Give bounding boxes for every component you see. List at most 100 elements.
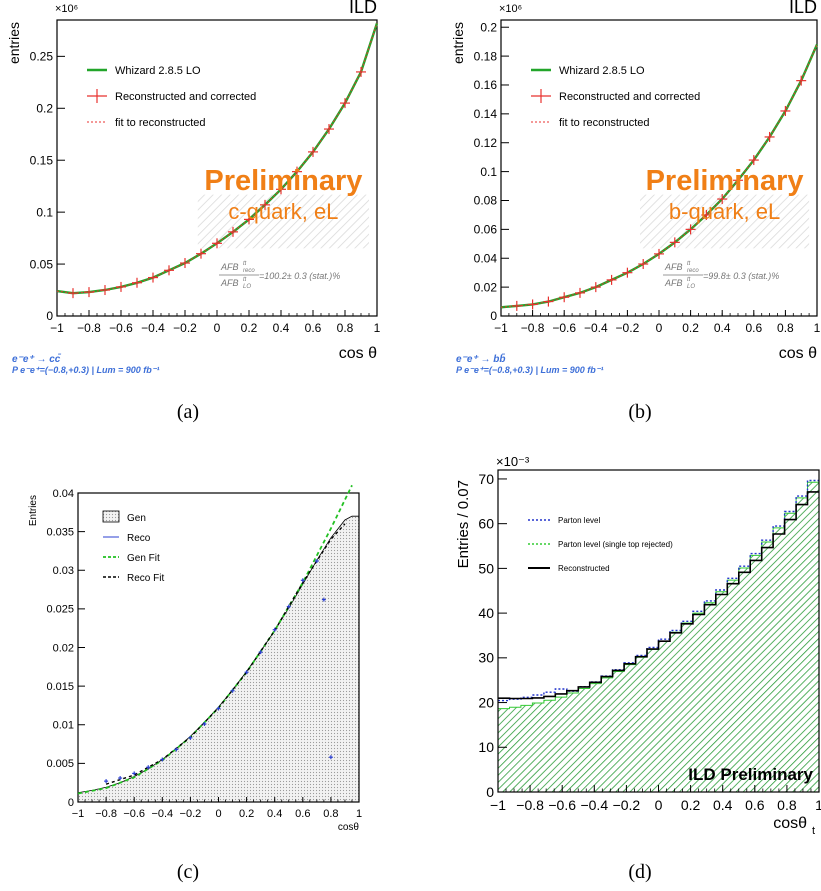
x-tick-label: −0.4 bbox=[141, 321, 165, 335]
afb-denominator: AFB bbox=[220, 278, 239, 288]
parton-level-histogram bbox=[498, 479, 819, 702]
y-tick-label: 0.04 bbox=[53, 488, 74, 500]
x-tick-label: 0.6 bbox=[745, 321, 762, 335]
x-axis-label: cos θ bbox=[339, 345, 377, 362]
corner-label: ILD bbox=[789, 0, 817, 17]
x-tick-label: −0.8 bbox=[516, 797, 544, 813]
afb-denominator-sub: LO bbox=[687, 284, 695, 290]
x-tick-label: 0.4 bbox=[273, 321, 290, 335]
y-axis-label: Entries / 0.07 bbox=[455, 480, 472, 568]
legend-label-parton: Parton level bbox=[558, 516, 600, 525]
x-tick-label: −0.8 bbox=[95, 808, 117, 820]
single-top-rejected-histogram bbox=[497, 481, 820, 793]
x-axis-label: cosθ bbox=[773, 815, 807, 832]
sample-label: c-quark, eL bbox=[228, 199, 338, 224]
y-tick-label: 50 bbox=[478, 560, 494, 576]
afb-value: =100.2± 0.3 (stat.)% bbox=[259, 271, 340, 281]
afb-numerator: AFB bbox=[220, 262, 239, 272]
x-tick-label: 0.6 bbox=[745, 797, 765, 813]
legend-label-reco: Reconstructed and corrected bbox=[115, 91, 256, 103]
afb-numerator-sub: reco bbox=[687, 268, 699, 274]
y-tick-label: 0.2 bbox=[36, 101, 53, 115]
x-tick-label: −0.6 bbox=[548, 797, 576, 813]
y-tick-label: 0.18 bbox=[474, 49, 498, 63]
legend-label-whizard: Whizard 2.8.5 LO bbox=[559, 65, 645, 77]
y-tick-label: 40 bbox=[478, 605, 494, 621]
caption-c: (c) bbox=[177, 861, 199, 883]
panel-a: −1 −0.8 −0.6 −0.4 −0.2 0 0.2 0.4 0.6 0.8 1 0 0.05 0.1… bbox=[6, 0, 381, 375]
y-exponent: ×10⁻³ bbox=[496, 454, 530, 469]
reconstructed-histogram bbox=[498, 491, 819, 700]
y-tick-label: 20 bbox=[478, 694, 494, 710]
legend-label-reco: Reco bbox=[127, 533, 151, 544]
y-tick-label: 0 bbox=[46, 309, 53, 323]
y-tick-label: 0.005 bbox=[46, 758, 74, 770]
y-axis-label: Entries bbox=[28, 495, 39, 526]
y-tick-label: 0.12 bbox=[474, 136, 498, 150]
y-tick-label: 0.025 bbox=[46, 604, 74, 616]
sample-label: b-quark, eL bbox=[669, 199, 780, 224]
x-axis-label: cos θ bbox=[779, 345, 817, 362]
y-tick-label: 0 bbox=[490, 309, 497, 323]
y-tick-label: 0.02 bbox=[474, 280, 498, 294]
x-axis-label-sub: t bbox=[812, 825, 815, 837]
caption-a: (a) bbox=[177, 401, 199, 423]
x-tick-label: 0 bbox=[215, 808, 221, 820]
plot-frame bbox=[497, 469, 820, 793]
x-tick-label: −0.8 bbox=[521, 321, 545, 335]
afb-numerator: AFB bbox=[664, 262, 683, 272]
preliminary-box bbox=[640, 194, 810, 249]
legend-label-reco: Reconstructed and corrected bbox=[559, 91, 700, 103]
series-line-whizard bbox=[56, 22, 379, 295]
y-exponent: ×10⁶ bbox=[55, 3, 78, 15]
x-tick-label: −1 bbox=[494, 321, 508, 335]
x-tick-label: −0.4 bbox=[151, 808, 173, 820]
panel-d: −1 −0.8 −0.6 −0.4 −0.2 0 0.2 0.4 0.6 0.8 101020304… bbox=[455, 454, 821, 837]
preliminary-text: Preliminary bbox=[204, 165, 362, 197]
x-tick-label: −1 bbox=[490, 797, 506, 813]
x-tick-label: 0.2 bbox=[239, 808, 254, 820]
x-tick-label: 0.6 bbox=[295, 808, 310, 820]
x-tick-label: −0.4 bbox=[584, 321, 608, 335]
afb-numerator-sub: reco bbox=[243, 268, 255, 274]
y-tick-label: 0.03 bbox=[53, 565, 74, 577]
y-tick-label: 0.04 bbox=[474, 251, 498, 265]
preliminary-text: Preliminary bbox=[646, 165, 804, 197]
series-line-fit bbox=[56, 22, 378, 294]
afb-denominator-sub: LO bbox=[243, 284, 251, 290]
y-tick-label: 0 bbox=[486, 784, 494, 800]
y-tick-label: 60 bbox=[478, 516, 494, 532]
plot-frame bbox=[56, 19, 378, 317]
x-tick-label: 0.2 bbox=[241, 321, 258, 335]
x-tick-label: 0 bbox=[655, 797, 663, 813]
x-tick-label: −0.8 bbox=[77, 321, 101, 335]
x-tick-label: 0.8 bbox=[323, 808, 338, 820]
panels-layer: −1 −0.8 −0.6 −0.4 −0.2 0 0.2 0.4 0.6 0.8 100.050.1… bbox=[6, 0, 821, 837]
x-tick-label: −0.6 bbox=[552, 321, 576, 335]
legend-label-gen: Gen bbox=[127, 513, 146, 524]
x-tick-label: −0.2 bbox=[613, 797, 641, 813]
y-tick-label: 0.14 bbox=[474, 107, 498, 121]
caption-d: (d) bbox=[628, 861, 651, 883]
y-tick-label: 0.035 bbox=[46, 526, 74, 538]
afb-denominator-sup: tt bbox=[243, 277, 247, 283]
y-tick-label: 0.015 bbox=[46, 681, 74, 693]
y-tick-label: 0.16 bbox=[474, 78, 498, 92]
corner-label: ILD bbox=[349, 0, 377, 17]
x-tick-label: 0.8 bbox=[777, 321, 794, 335]
x-tick-label: −0.4 bbox=[580, 797, 608, 813]
x-tick-label: 0.4 bbox=[267, 808, 282, 820]
x-tick-label: −1 bbox=[72, 808, 85, 820]
preliminary-box bbox=[197, 194, 369, 249]
y-axis-label: entries bbox=[6, 22, 22, 64]
y-tick-label: 0.1 bbox=[36, 205, 53, 219]
polarisation-label: P e⁻e⁺=(−0.8,+0.3) | Lum = 900 fb⁻¹ bbox=[12, 365, 160, 375]
x-tick-label: −0.2 bbox=[616, 321, 640, 335]
afb-numerator-sup: tt bbox=[687, 261, 691, 267]
panel-b: −1 −0.8 −0.6 −0.4 −0.2 0 0.2 0.4 0.6 0.8 1 0 0.02 0.0… bbox=[450, 0, 821, 375]
y-exponent: ×10⁶ bbox=[499, 3, 522, 15]
x-tick-label: 1 bbox=[815, 797, 821, 813]
plot-frame bbox=[77, 492, 360, 803]
legend-label-single-top: Parton level (single top rejected) bbox=[558, 540, 673, 549]
